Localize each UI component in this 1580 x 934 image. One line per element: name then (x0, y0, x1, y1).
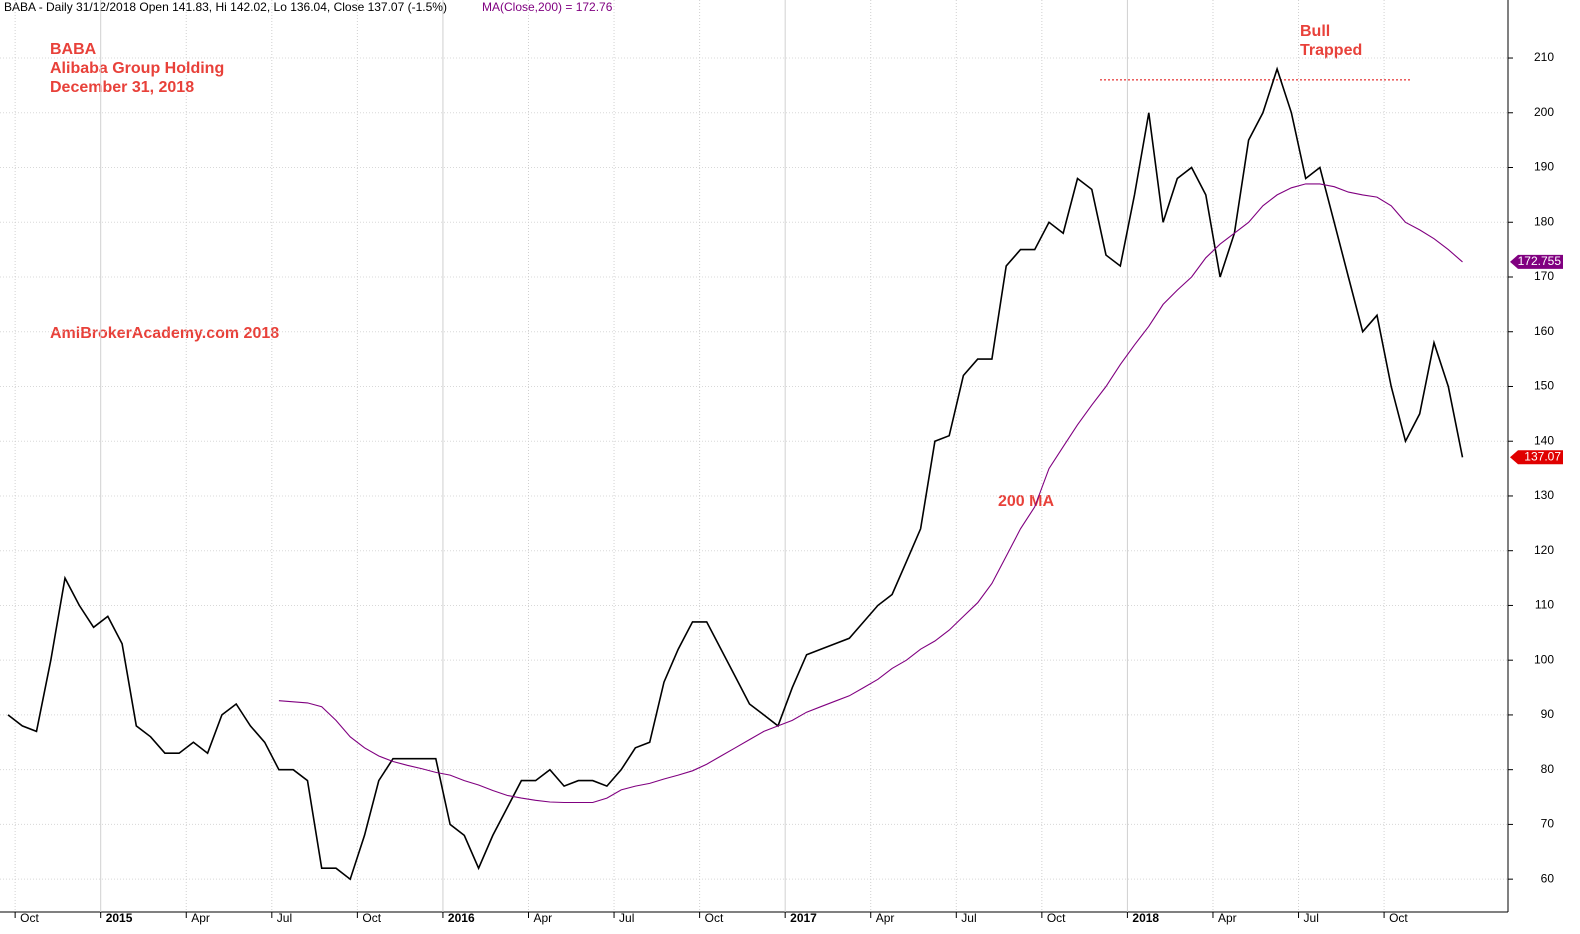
x-tick-label: Oct (1389, 911, 1408, 925)
x-tick-label: Oct (362, 911, 381, 925)
y-tick-label: 130 (1534, 488, 1554, 502)
y-tick-label: 140 (1534, 433, 1554, 447)
annotation: Bull (1300, 23, 1330, 40)
x-tick-label: 2015 (106, 911, 133, 925)
y-tick-label: 60 (1541, 871, 1555, 885)
annotation: December 31, 2018 (50, 79, 194, 96)
x-tick-label: 2018 (1132, 911, 1159, 925)
y-tick-label: 80 (1541, 762, 1555, 776)
annotation: Trapped (1300, 42, 1362, 59)
value-tag-label: 137.07 (1524, 449, 1561, 463)
x-tick-label: Jul (1304, 911, 1319, 925)
x-tick-label: 2016 (448, 911, 475, 925)
x-tick-label: 2017 (790, 911, 817, 925)
y-tick-label: 150 (1534, 379, 1554, 393)
annotation: AmiBrokerAcademy.com 2018 (50, 325, 279, 342)
header-ma: MA(Close,200) = 172.76 (482, 0, 613, 14)
price-line (7, 66, 1464, 881)
y-tick-label: 180 (1534, 214, 1554, 228)
x-tick-label: Apr (1218, 911, 1237, 925)
x-tick-label: Oct (705, 911, 724, 925)
x-tick-label: Jul (619, 911, 634, 925)
price-line (278, 183, 1463, 804)
chart-header: BABA - Daily 31/12/2018 Open 141.83, Hi … (4, 0, 447, 14)
annotation: Alibaba Group Holding (50, 60, 224, 77)
y-tick-label: 200 (1534, 105, 1554, 119)
y-tick-label: 70 (1541, 817, 1555, 831)
y-tick-label: 90 (1541, 707, 1555, 721)
x-tick-label: Apr (533, 911, 552, 925)
value-tag (1510, 254, 1563, 269)
value-tag (1510, 450, 1563, 465)
annotation: BABA (50, 41, 97, 58)
x-tick-label: Oct (20, 911, 39, 925)
y-tick-label: 170 (1534, 269, 1554, 283)
x-tick-label: Apr (876, 911, 895, 925)
x-tick-label: Jul (277, 911, 292, 925)
y-tick-label: 120 (1534, 543, 1554, 557)
x-tick-label: Oct (1047, 911, 1066, 925)
value-tag-label: 172.755 (1518, 254, 1562, 268)
x-tick-label: Apr (191, 911, 210, 925)
y-tick-label: 190 (1534, 160, 1554, 174)
x-tick-label: Jul (961, 911, 976, 925)
y-tick-label: 110 (1535, 598, 1554, 612)
annotation: 200 MA (998, 493, 1054, 510)
y-tick-label: 210 (1534, 50, 1554, 64)
y-tick-label: 160 (1534, 324, 1554, 338)
y-tick-label: 100 (1534, 652, 1554, 666)
